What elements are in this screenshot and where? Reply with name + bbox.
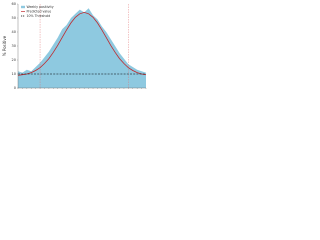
y-tick-label: 20 — [12, 58, 16, 62]
legend-label: Predicted value — [27, 10, 52, 14]
y-tick-label: 50 — [12, 16, 16, 20]
legend-label: 10% Threshold — [27, 14, 51, 18]
y-axis-label: % Positive — [2, 35, 7, 56]
y-tick-label: 60 — [12, 2, 16, 6]
area — [18, 8, 146, 89]
fit-line — [17, 11, 147, 76]
y-tick-label: 40 — [12, 30, 16, 34]
legend-swatch — [21, 5, 25, 9]
legend-label: Weekly positivity — [27, 5, 54, 9]
y-tick-label: 30 — [12, 44, 16, 48]
y-tick-label: 10 — [12, 72, 16, 76]
y-tick-label: 0 — [14, 86, 16, 90]
chart: % Positive 0 10 20 30 40 50 60 Weekly positivit… — [0, 0, 150, 100]
